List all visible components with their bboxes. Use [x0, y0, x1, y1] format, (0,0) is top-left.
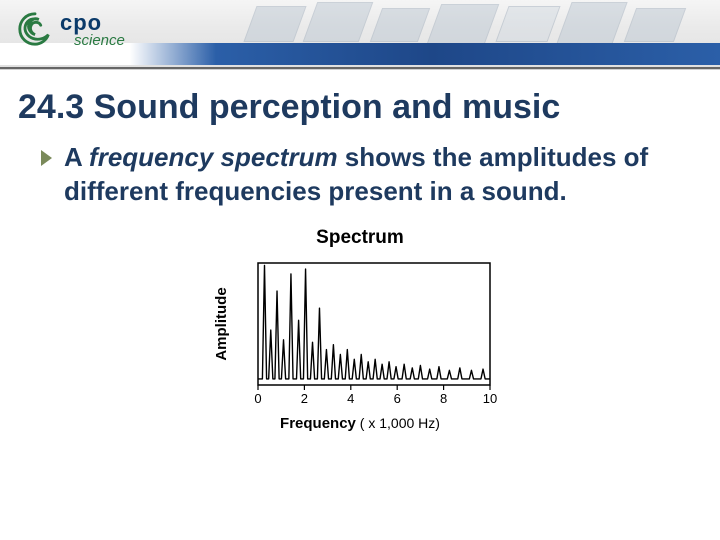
chevron-icon	[38, 147, 58, 169]
svg-text:Amplitude: Amplitude	[213, 287, 230, 360]
bullet-emphasis: frequency spectrum	[89, 142, 338, 172]
header-band: cpo science	[0, 0, 720, 70]
chart-svg: 0 2 4 6 8 10 Amplitude	[210, 253, 510, 413]
logo-text-bottom: science	[74, 32, 125, 49]
chart-xlabel-text: Frequency	[280, 415, 356, 432]
chart-xlabel-unit: ( x 1,000 Hz)	[356, 415, 440, 431]
bullet-text: A frequency spectrum shows the amplitude…	[64, 141, 682, 209]
chart-title: Spectrum	[0, 227, 720, 249]
svg-text:2: 2	[301, 391, 308, 406]
chart-xlabel: Frequency ( x 1,000 Hz)	[0, 415, 720, 432]
svg-text:8: 8	[440, 391, 447, 406]
svg-text:4: 4	[347, 391, 354, 406]
bullet-item: A frequency spectrum shows the amplitude…	[0, 141, 720, 209]
slide-title: 24.3 Sound perception and music	[0, 70, 720, 141]
logo-swirl-icon	[16, 10, 54, 48]
svg-text:6: 6	[394, 391, 401, 406]
spectrum-chart: Spectrum 0 2 4 6 8 10 Amplitude Frequency ( x …	[0, 227, 720, 432]
svg-text:10: 10	[483, 391, 497, 406]
svg-text:0: 0	[254, 391, 261, 406]
bullet-prefix: A	[64, 142, 89, 172]
